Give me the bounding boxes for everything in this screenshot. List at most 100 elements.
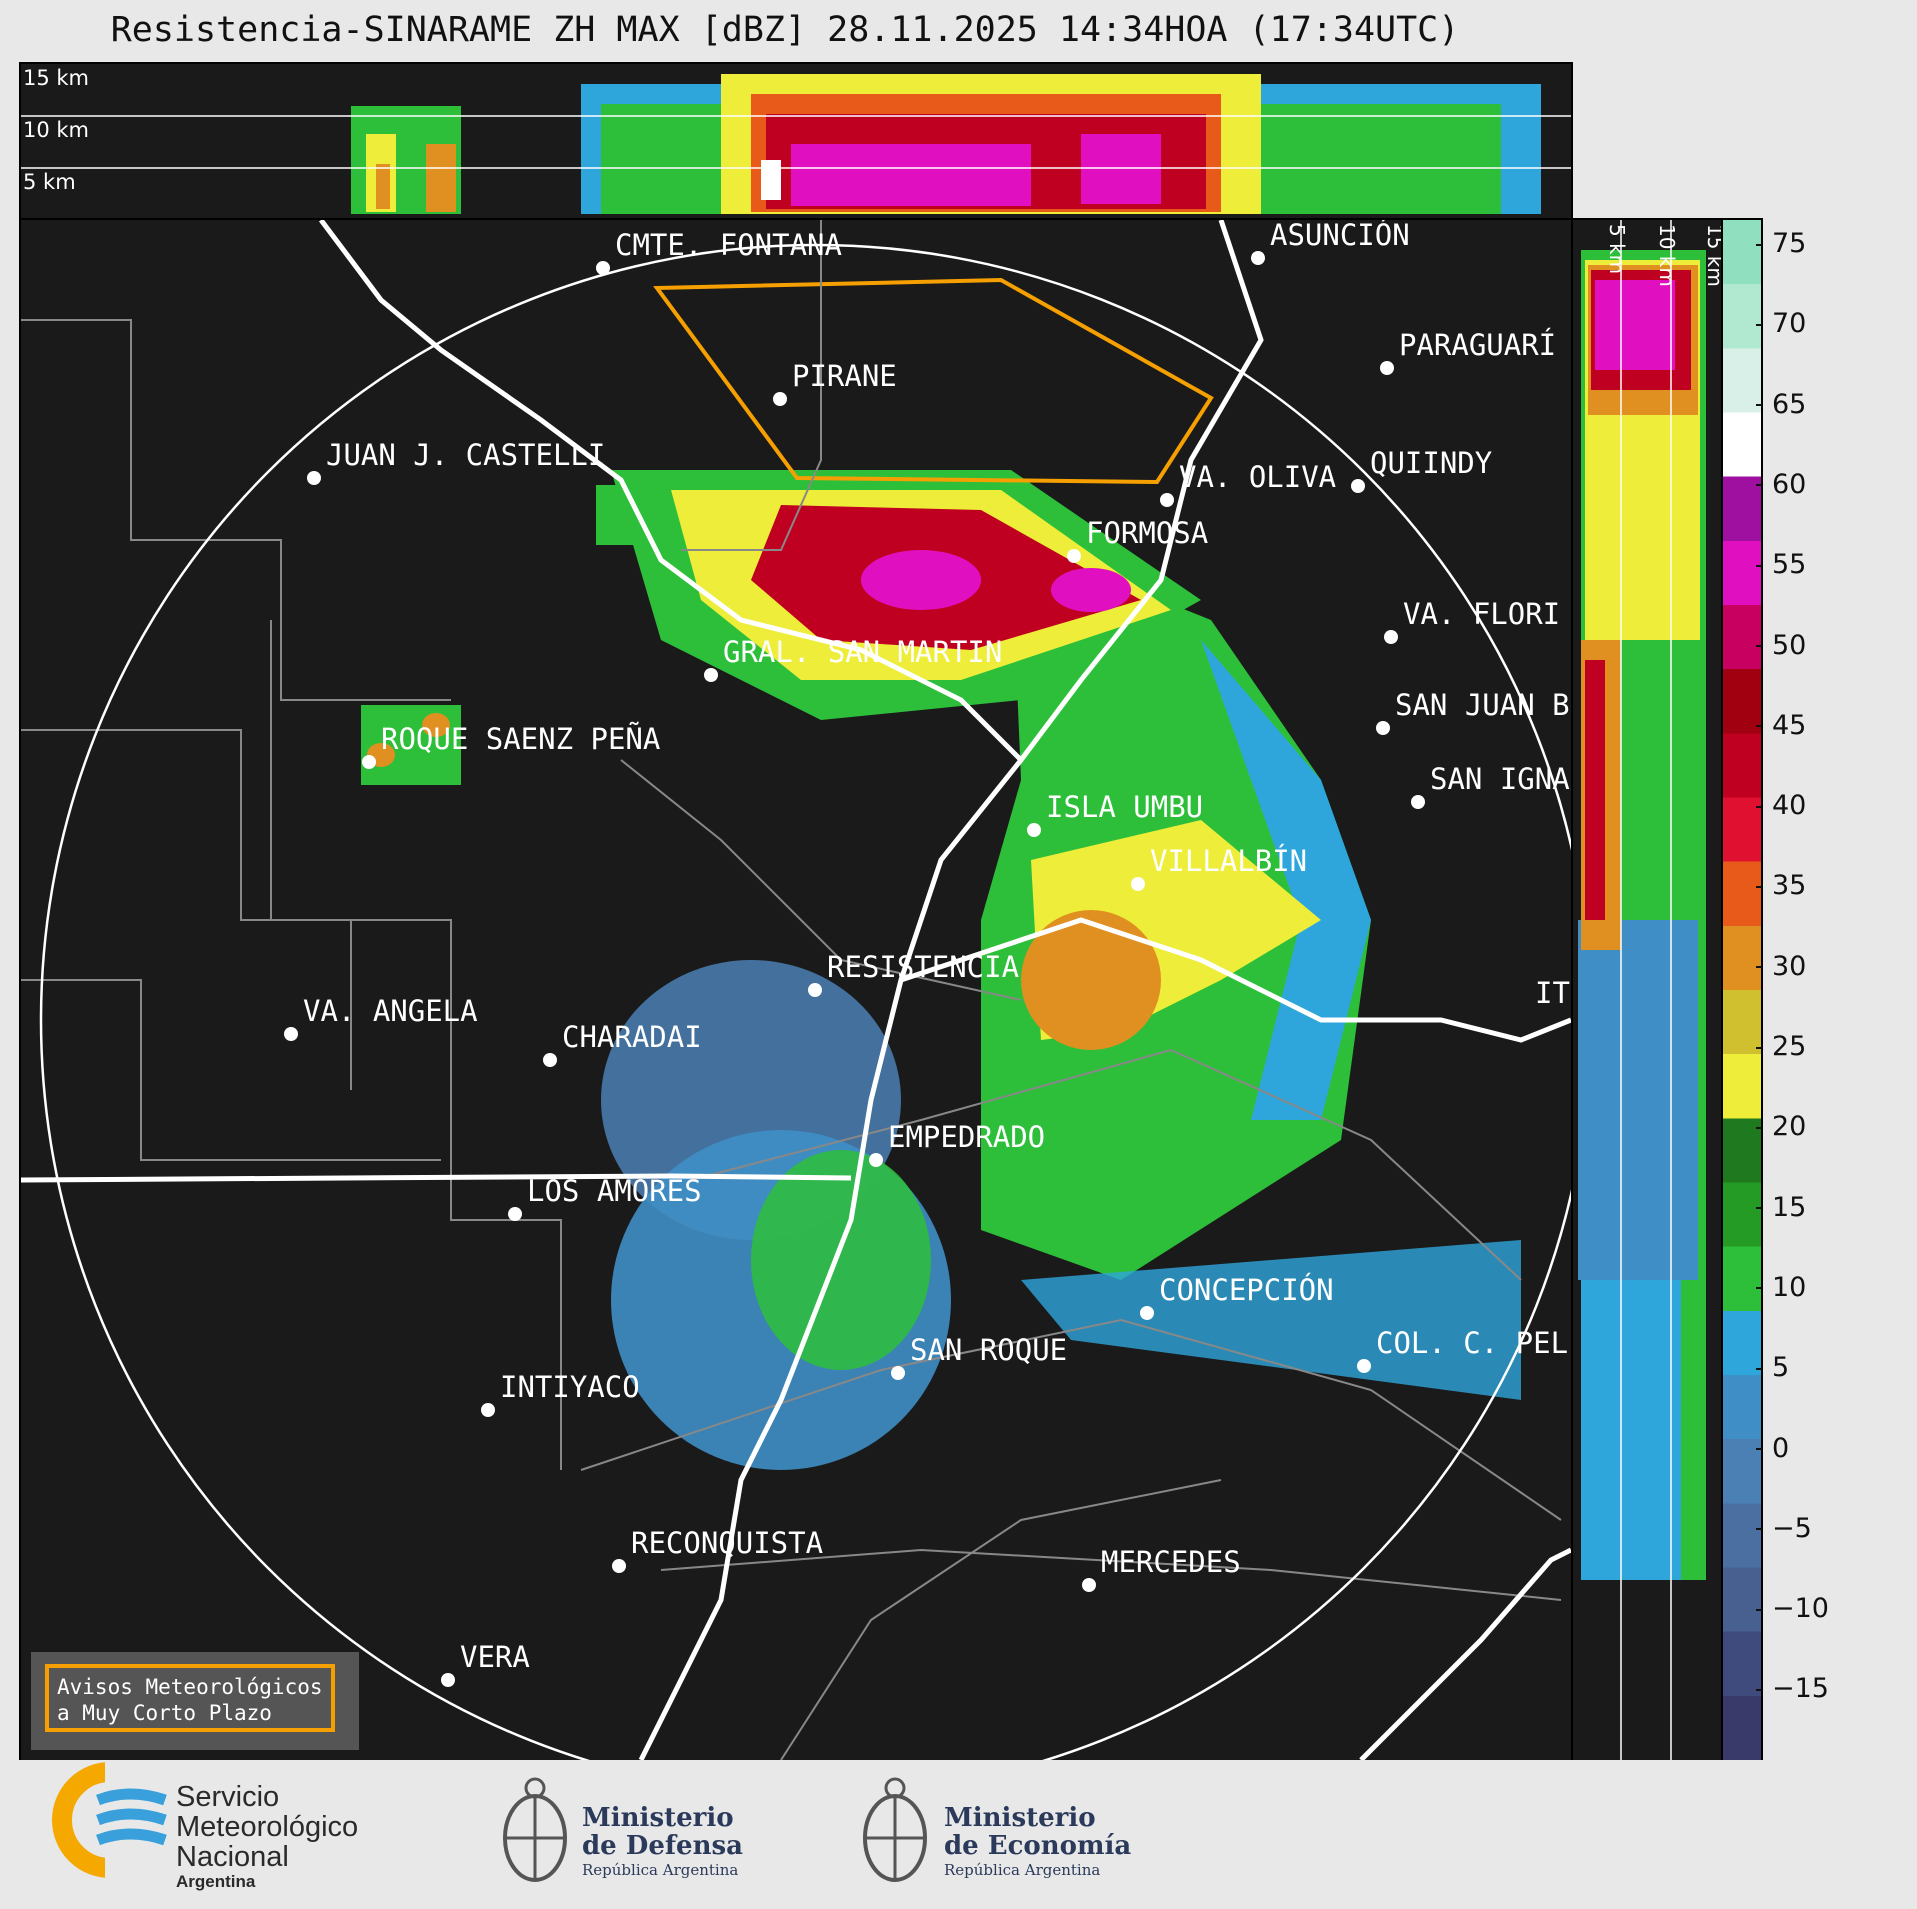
city-label: JUAN J. CASTELLI: [326, 438, 606, 472]
city-dot: [1357, 1359, 1371, 1373]
dbz-colorbar: [1721, 218, 1763, 1762]
warning-legend-line2: a Muy Corto Plazo: [57, 1701, 272, 1725]
city-label: SAN JUAN B: [1395, 688, 1570, 722]
smn-logo-icon: [52, 1760, 190, 1880]
map-title: Resistencia-SINARAME ZH MAX [dBZ] 28.11.…: [110, 10, 1460, 50]
city-dot: [1411, 795, 1425, 809]
city-label: PIRANE: [792, 359, 897, 393]
city-label: GRAL. SAN MARTIN: [723, 635, 1003, 669]
side-altitude-label-10: 10 km: [1655, 224, 1679, 287]
ministerio-defensa-text: Ministerio de Defensa República Argentin…: [582, 1804, 743, 1880]
side-altitude-label-5: 5 km: [1605, 224, 1629, 275]
city-label: ROQUE SAENZ PEÑA: [381, 722, 661, 756]
warning-polygon: [653, 277, 1214, 485]
city-label: ASUNCIÓN: [1270, 218, 1410, 252]
city-dot: [612, 1559, 626, 1573]
colorbar-tick-label: −10: [1756, 1593, 1829, 1624]
smn-line4: Argentina: [176, 1872, 256, 1891]
city-label: VA. ANGELA: [303, 994, 478, 1028]
city-dot: [891, 1366, 905, 1380]
warning-legend-line1: Avisos Meteorológicos: [57, 1675, 323, 1699]
range-ring: [39, 243, 1571, 1760]
footer: Servicio Meteorológico Nacional Argentin…: [0, 1760, 1917, 1909]
city-dot: [773, 392, 787, 406]
economia-line2: de Economía: [944, 1831, 1132, 1861]
smn-line1: Servicio: [176, 1781, 280, 1813]
city-label: RESISTENCIA: [827, 950, 1020, 984]
city-label: CHARADAI: [562, 1020, 702, 1054]
smn-line2: Meteorológico: [176, 1811, 359, 1843]
top-altitude-label-15: 15 km: [23, 66, 90, 90]
city-dot: [1131, 877, 1145, 891]
defensa-line2: de Defensa: [582, 1831, 743, 1861]
colorbar-tick-label: 35: [1755, 870, 1806, 901]
city-dot: [481, 1403, 495, 1417]
top-cross-section-panel: 15 km 10 km 5 km: [19, 62, 1573, 220]
city-label: RECONQUISTA: [631, 1526, 824, 1560]
side-cross-section-panel: 5 km 10 km 15 km: [1571, 218, 1725, 1762]
smn-logo-text: Servicio Meteorológico Nacional Argentin…: [176, 1782, 358, 1892]
city-dot: [1351, 479, 1365, 493]
economia-line1: Ministerio: [944, 1803, 1096, 1833]
city-label: EMPEDRADO: [888, 1120, 1046, 1154]
economia-line3: República Argentina: [944, 1861, 1101, 1879]
city-label: VILLALBÍN: [1150, 844, 1308, 878]
colorbar-tick-label: 20: [1755, 1111, 1806, 1142]
city-label: ISLA UMBU: [1046, 790, 1204, 824]
city-dot: [508, 1207, 522, 1221]
defensa-line3: República Argentina: [582, 1861, 739, 1879]
ministerio-economia-text: Ministerio de Economía República Argenti…: [944, 1804, 1131, 1880]
top-altitude-label-10: 10 km: [23, 118, 90, 142]
city-label: CMTE. FONTANA: [615, 228, 842, 262]
city-label: VA. OLIVA: [1179, 460, 1337, 494]
colorbar-tick-label: 55: [1755, 549, 1806, 580]
city-dot: [1251, 251, 1265, 265]
radar-map: CMTE. FONTANA ASUNCIÓN PARAGUARÍ PIRANE …: [19, 218, 1573, 1762]
colorbar-tick-label: 0: [1755, 1433, 1789, 1464]
colorbar-tick-label: 25: [1755, 1031, 1806, 1062]
city-dot: [596, 261, 610, 275]
colorbar-tick-label: 10: [1755, 1272, 1806, 1303]
city-dot: [869, 1153, 883, 1167]
defensa-line1: Ministerio: [582, 1803, 734, 1833]
city-label: MERCEDES: [1101, 1545, 1241, 1579]
city-label: INTIYACO: [500, 1370, 640, 1404]
city-dot: [543, 1053, 557, 1067]
coat-of-arms-defensa-icon: [503, 1777, 567, 1882]
city-label: IT: [1535, 976, 1570, 1010]
colorbar-tick-label: 5: [1755, 1352, 1789, 1383]
colorbar-tick-label: 50: [1755, 630, 1806, 661]
colorbar-tick-label: −15: [1756, 1673, 1829, 1704]
city-dot: [1380, 361, 1394, 375]
colorbar-tick-label: −5: [1756, 1513, 1812, 1544]
city-label: FORMOSA: [1086, 516, 1209, 550]
city-label: PARAGUARÍ: [1399, 328, 1557, 362]
city-label: VERA: [460, 1640, 530, 1674]
city-label: COL. C. PEL: [1376, 1326, 1569, 1360]
colorbar-tick-label: 30: [1755, 951, 1806, 982]
city-dot: [284, 1027, 298, 1041]
colorbar-tick-label: 65: [1755, 389, 1806, 420]
radar-map-graphics: [21, 220, 1571, 1760]
city-label: LOS AMORES: [527, 1174, 702, 1208]
colorbar-tick-label: 40: [1755, 790, 1806, 821]
city-dot: [1067, 549, 1081, 563]
city-dot: [1027, 823, 1041, 837]
city-label: SAN IGNA: [1430, 762, 1570, 796]
city-dot: [362, 755, 376, 769]
side-altitude-label-15: 15 km: [1703, 224, 1725, 287]
warning-legend-box[interactable]: Avisos Meteorológicos a Muy Corto Plazo: [31, 1652, 359, 1750]
city-dot: [704, 668, 718, 682]
city-dot: [1140, 1306, 1154, 1320]
top-cross-section-echoes: [21, 74, 1571, 214]
colorbar-tick-label: 75: [1755, 228, 1806, 259]
city-label: QUIINDY: [1370, 446, 1493, 480]
colorbar-tick-label: 70: [1755, 308, 1806, 339]
city-dot: [1082, 1578, 1096, 1592]
colorbar-tick-label: 15: [1755, 1192, 1806, 1223]
city-dot: [307, 471, 321, 485]
coat-of-arms-economia-icon: [863, 1777, 927, 1882]
colorbar-tick-label: 60: [1755, 469, 1806, 500]
warning-legend-frame: Avisos Meteorológicos a Muy Corto Plazo: [45, 1664, 335, 1732]
side-cross-section-echoes: [1578, 220, 1706, 1760]
